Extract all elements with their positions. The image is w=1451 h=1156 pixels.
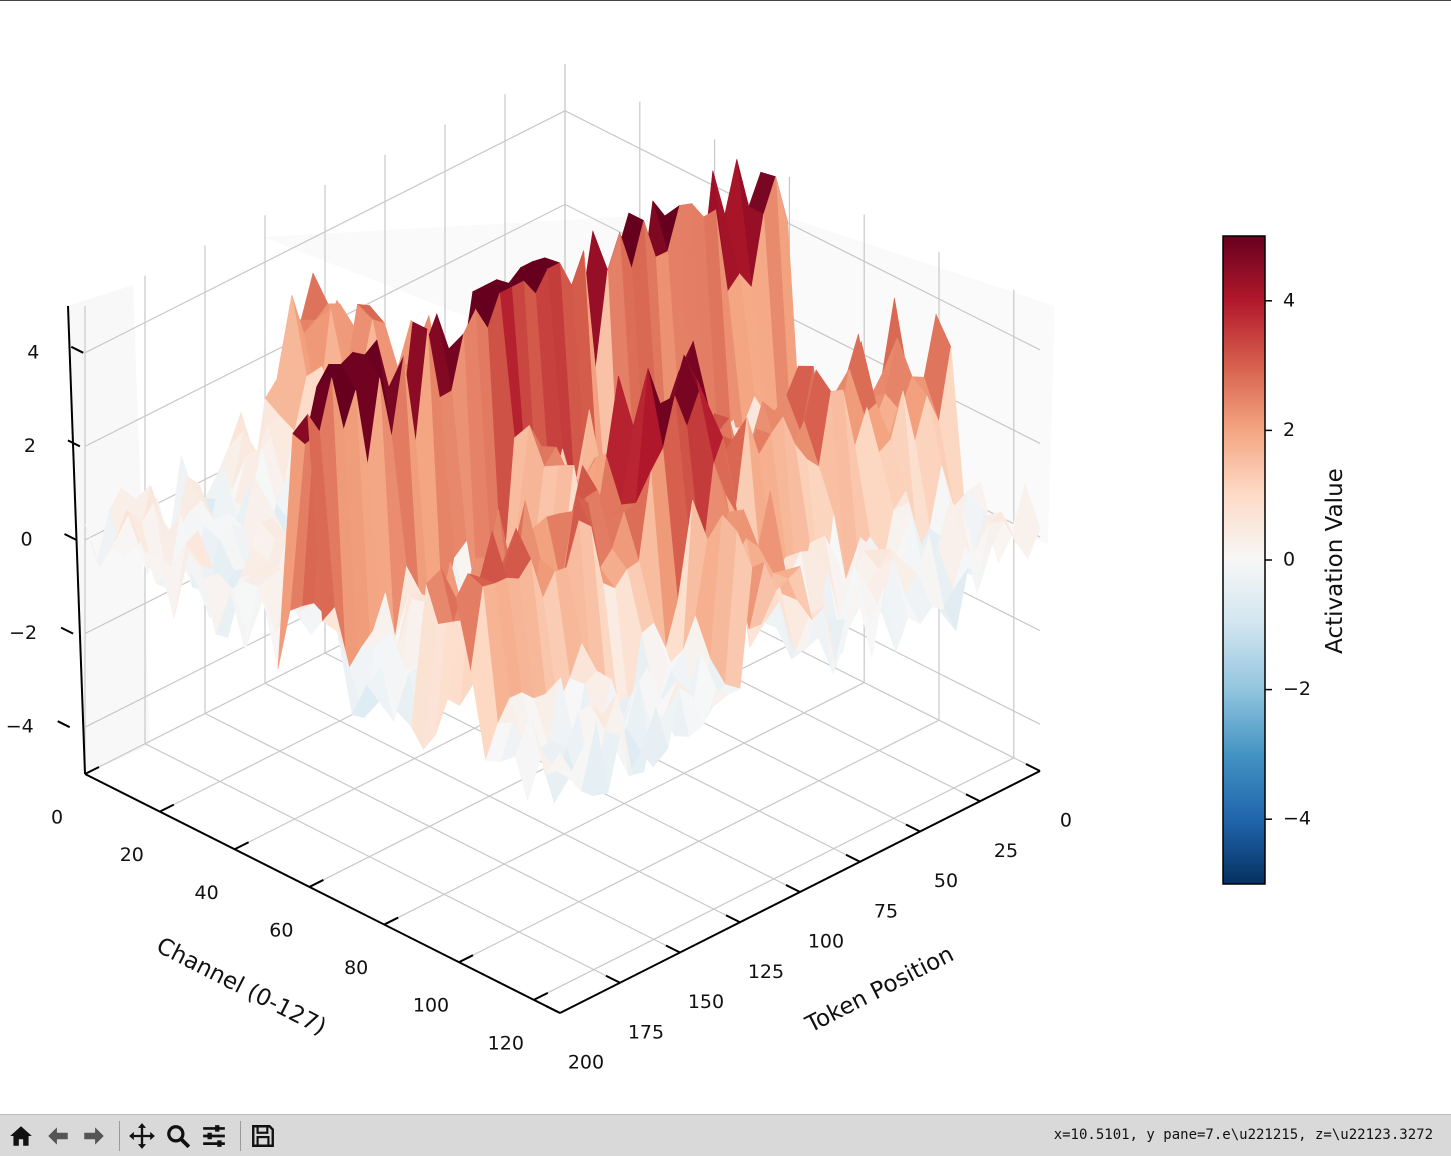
- home-icon[interactable]: [6, 1121, 36, 1151]
- channel-tick-label: 80: [344, 957, 368, 979]
- z-tick-label: 2: [24, 435, 36, 457]
- surface-mesh[interactable]: [84, 159, 1041, 804]
- token-tick-label: 0: [1060, 810, 1072, 832]
- channel-axis-title: Channel (0-127): [152, 933, 330, 1041]
- configure-icon[interactable]: [199, 1121, 229, 1151]
- token-tick-mark: [965, 793, 981, 803]
- channel-tick-mark: [458, 954, 474, 964]
- pan-icon[interactable]: [127, 1121, 157, 1151]
- toolbar-separator: [240, 1121, 241, 1151]
- z-tick-mark: [60, 626, 74, 635]
- channel-axis-line: [84, 773, 561, 1014]
- back-arrow-icon[interactable]: [43, 1121, 73, 1151]
- token-axis-line: [559, 770, 1041, 1014]
- surface-plot[interactable]: 0204060801001200255075100125150175200−4−…: [0, 1, 1451, 1115]
- colorbar-tick-label: 2: [1283, 419, 1295, 441]
- token-tick-label: 75: [874, 900, 898, 922]
- channel-tick-mark: [383, 916, 399, 926]
- channel-tick-label: 20: [120, 844, 144, 866]
- save-icon[interactable]: [248, 1121, 278, 1151]
- toolbar-separator: [119, 1121, 120, 1151]
- axis-ticks: 0204060801001200255075100125150175200−4−…: [6, 341, 1072, 1073]
- colorbar-title: Activation Value: [1322, 468, 1348, 654]
- token-tick-mark: [905, 823, 921, 833]
- surface-facet: [544, 752, 573, 776]
- channel-tick-mark: [308, 879, 324, 888]
- colorbar-tick-label: 4: [1283, 289, 1295, 311]
- channel-tick-label: 40: [195, 882, 219, 904]
- token-tick-label: 50: [934, 870, 958, 892]
- colorbar-body: [1222, 235, 1266, 885]
- channel-tick-label: 120: [488, 1032, 524, 1054]
- colorbar-tick-label: −2: [1283, 678, 1311, 700]
- token-tick-mark: [545, 1005, 561, 1014]
- z-tick-mark: [70, 345, 84, 354]
- token-tick-mark: [725, 914, 741, 924]
- token-tick-mark: [1025, 763, 1041, 772]
- plot-toolbar: x=10.5101, y pane=7.e\u221215, z=\u22123…: [0, 1114, 1451, 1156]
- z-tick-mark: [67, 439, 81, 448]
- colorbar: 4 2 0 −2 −4 Activation Value: [1222, 235, 1348, 885]
- colorbar-tick-label: 0: [1283, 549, 1295, 571]
- channel-tick-label: 0: [51, 807, 63, 829]
- token-tick-label: 125: [748, 961, 784, 983]
- channel-tick-label: 100: [413, 995, 449, 1017]
- z-tick-label: 0: [20, 529, 32, 551]
- z-tick-label: 4: [27, 341, 39, 363]
- z-tick-label: −2: [9, 622, 37, 644]
- forward-arrow-icon[interactable]: [79, 1121, 109, 1151]
- channel-tick-mark: [533, 991, 549, 1001]
- channel-tick-label: 60: [269, 919, 293, 941]
- token-tick-label: 25: [994, 840, 1018, 862]
- z-tick-mark: [57, 720, 71, 729]
- token-tick-label: 100: [808, 931, 844, 953]
- z-tick-label: −4: [6, 716, 34, 738]
- token-tick-mark: [785, 884, 801, 893]
- channel-tick-mark: [234, 841, 250, 851]
- token-tick-label: 200: [568, 1052, 604, 1074]
- coordinate-readout: x=10.5101, y pane=7.e\u221215, z=\u22123…: [1053, 1127, 1433, 1143]
- token-tick-mark: [845, 853, 861, 863]
- channel-tick-mark: [159, 803, 175, 813]
- zoom-icon[interactable]: [163, 1121, 193, 1151]
- colorbar-ticks: 4 2 0 −2 −4: [1265, 289, 1311, 830]
- colorbar-tick-label: −4: [1283, 808, 1311, 830]
- token-axis-title: Token Position: [801, 941, 958, 1038]
- token-tick-mark: [605, 974, 621, 984]
- token-tick-label: 150: [688, 991, 724, 1013]
- figure-canvas: 0 20 40 60 80 100 120 0 25 50 75 100 125 150 175 200 −4−…: [0, 0, 1451, 1115]
- channel-tick-mark: [84, 766, 100, 775]
- z-tick-mark: [64, 533, 77, 541]
- token-tick-mark: [665, 944, 681, 954]
- token-tick-label: 175: [628, 1021, 664, 1043]
